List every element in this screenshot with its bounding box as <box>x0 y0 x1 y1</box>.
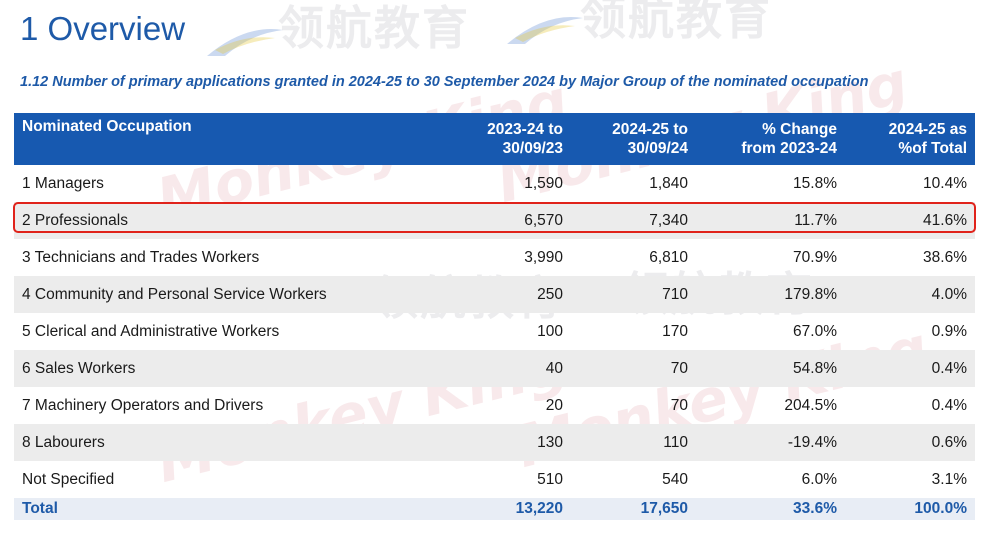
value-cell: 3,990 <box>524 248 563 266</box>
value-cell: 15.8% <box>793 174 837 192</box>
total-value: 17,650 <box>571 498 696 520</box>
column-header: % Change from 2023-24 <box>696 113 845 165</box>
total-value: 13,220 <box>454 498 571 520</box>
occupation-cell: 1 Managers <box>22 174 104 192</box>
value-cell: 54.8% <box>696 350 845 387</box>
value-cell: 6,570 <box>454 202 571 239</box>
occupation-cell: 3 Technicians and Trades Workers <box>22 248 260 266</box>
value-cell: 110 <box>571 424 696 461</box>
value-cell: 4.0% <box>845 276 975 313</box>
table-row: 7 Machinery Operators and Drivers 20 70 204… <box>14 387 975 424</box>
table-row: 3 Technicians and Trades Workers 3,990 6,8… <box>14 239 975 276</box>
value-cell: 70 <box>670 396 688 414</box>
value-cell: 179.8% <box>696 276 845 313</box>
column-header-text: 30/09/24 <box>627 140 688 157</box>
column-header: Nominated Occupation <box>14 113 454 165</box>
value-cell: 710 <box>571 276 696 313</box>
value-cell: 70 <box>571 350 696 387</box>
value-cell: -19.4% <box>696 424 845 461</box>
value-cell: 0.9% <box>931 322 967 340</box>
table-row: Not Specified 510 540 6.0% 3.1% <box>14 461 975 498</box>
value-cell: 510 <box>537 470 563 488</box>
column-header-text: 2024-25 as <box>888 121 967 138</box>
table-row: 2 Professionals 6,570 7,340 11.7% 41.6% <box>14 202 975 239</box>
brand-swoosh-icon <box>207 29 283 56</box>
column-header: 2024-25 as %of Total <box>845 113 975 165</box>
value-cell: 67.0% <box>793 322 837 340</box>
occupation-cell: 8 Labourers <box>14 424 454 461</box>
table-row: 5 Clerical and Administrative Workers 100… <box>14 313 975 350</box>
value-cell: 10.4% <box>923 174 967 192</box>
table-row: 6 Sales Workers 40 70 54.8% 0.4% <box>14 350 975 387</box>
value-cell: 0.4% <box>931 396 967 414</box>
column-header: 2023-24 to 30/09/23 <box>454 113 571 165</box>
occupation-cell: 6 Sales Workers <box>14 350 454 387</box>
column-header-text: Nominated Occupation <box>22 118 192 135</box>
table-row: 8 Labourers 130 110 -19.4% 0.6% <box>14 424 975 461</box>
value-cell: 11.7% <box>696 202 845 239</box>
table-header-row: Nominated Occupation 2023-24 to 30/09/23 20… <box>14 113 975 165</box>
value-cell: 41.6% <box>845 202 975 239</box>
value-cell: 100 <box>537 322 563 340</box>
value-cell: 540 <box>662 470 688 488</box>
brand-swoosh-icon <box>507 17 583 44</box>
watermark-cn-brand: 领航教育 <box>278 1 470 55</box>
total-value: 33.6% <box>696 498 845 520</box>
total-value: 100.0% <box>845 498 975 520</box>
occupation-cell: 7 Machinery Operators and Drivers <box>22 396 264 414</box>
value-cell: 0.4% <box>845 350 975 387</box>
watermark-cn-brand: 领航教育 <box>580 0 772 45</box>
value-cell: 70.9% <box>793 248 837 266</box>
occupation-cell: Not Specified <box>22 470 115 488</box>
table-body: 1 Managers 1,590 1,840 15.8% 10.4% 2 Professi… <box>14 165 975 520</box>
column-header-text: 2023-24 to <box>487 121 563 138</box>
column-header-text: 2024-25 to <box>612 121 688 138</box>
column-header-text: 30/09/23 <box>502 140 563 157</box>
occupation-cell: 5 Clerical and Administrative Workers <box>22 322 280 340</box>
occupation-table: Nominated Occupation 2023-24 to 30/09/23 20… <box>14 113 975 520</box>
column-header: 2024-25 to 30/09/24 <box>571 113 696 165</box>
column-header-text: from 2023-24 <box>741 140 837 157</box>
value-cell: 204.5% <box>784 396 837 414</box>
table-total-row: Total 13,220 17,650 33.6% 100.0% <box>14 498 975 520</box>
value-cell: 1,840 <box>649 174 688 192</box>
value-cell: 6,810 <box>649 248 688 266</box>
occupation-cell: 4 Community and Personal Service Workers <box>14 276 454 313</box>
value-cell: 170 <box>662 322 688 340</box>
value-cell: 1,590 <box>524 174 563 192</box>
table-row: 1 Managers 1,590 1,840 15.8% 10.4% <box>14 165 975 202</box>
total-label: Total <box>14 498 454 520</box>
value-cell: 130 <box>454 424 571 461</box>
column-header-text: % Change <box>762 121 837 138</box>
value-cell: 40 <box>454 350 571 387</box>
value-cell: 20 <box>545 396 563 414</box>
occupation-cell: 2 Professionals <box>14 202 454 239</box>
column-header-text: %of Total <box>898 140 967 157</box>
value-cell: 250 <box>454 276 571 313</box>
table-caption: 1.12 Number of primary applications gran… <box>20 74 869 90</box>
value-cell: 0.6% <box>845 424 975 461</box>
value-cell: 7,340 <box>571 202 696 239</box>
page-title: 1 Overview <box>20 10 186 47</box>
value-cell: 6.0% <box>801 470 837 488</box>
value-cell: 3.1% <box>931 470 967 488</box>
table-row: 4 Community and Personal Service Workers… <box>14 276 975 313</box>
value-cell: 38.6% <box>923 248 967 266</box>
